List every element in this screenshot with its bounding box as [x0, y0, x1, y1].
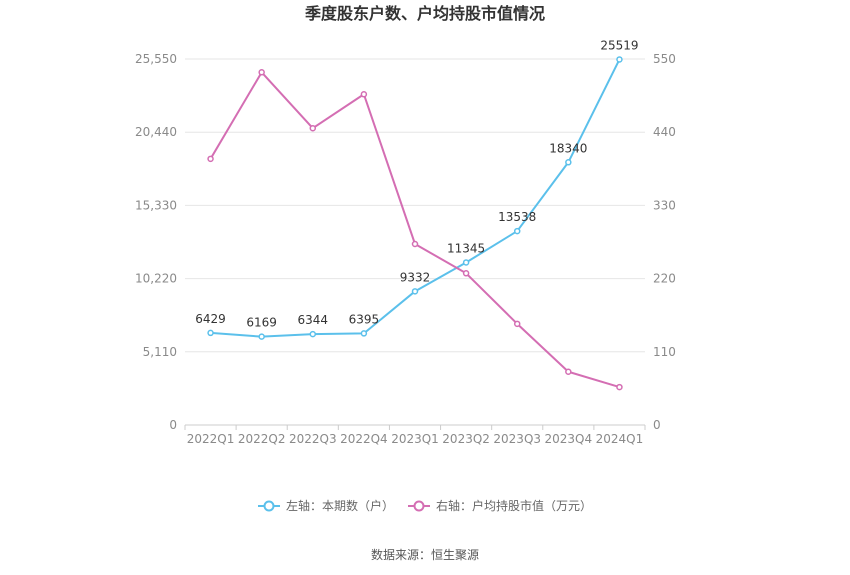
data-point[interactable]: [258, 333, 265, 340]
data-label: 25519: [600, 38, 638, 52]
data-label: 6344: [298, 313, 329, 327]
x-tick-label: 2023Q2: [442, 432, 490, 446]
x-tick-label: 2022Q3: [289, 432, 337, 446]
x-tick-label: 2022Q1: [187, 432, 235, 446]
left-axis: 0 5,110 10,220 15,330 20,440 25,550: [135, 52, 177, 432]
data-point[interactable]: [207, 329, 214, 337]
source-note: 数据来源：恒生聚源: [371, 547, 479, 562]
x-tick-label: 2023Q1: [391, 432, 439, 446]
data-point[interactable]: [258, 69, 265, 76]
x-tick-label: 2023Q4: [545, 432, 593, 446]
data-point[interactable]: [207, 155, 214, 163]
left-tick-label: 20,440: [135, 125, 177, 139]
data-label: 9332: [400, 270, 431, 284]
right-axis: 0 110 220 330 440 550: [653, 52, 676, 432]
data-point[interactable]: [565, 159, 572, 166]
data-point[interactable]: [462, 270, 470, 277]
left-tick-label: 5,110: [143, 345, 177, 359]
x-tick-label: 2022Q2: [238, 432, 286, 446]
data-point[interactable]: [462, 259, 470, 266]
series-line: [210, 58, 621, 338]
right-tick-label: 550: [653, 52, 676, 66]
data-label: 6169: [246, 316, 277, 330]
left-tick-label: 10,220: [135, 272, 177, 286]
data-point[interactable]: [360, 91, 368, 98]
right-tick-label: 0: [653, 418, 661, 432]
right-tick-label: 440: [653, 125, 676, 139]
grid-lines: [185, 58, 645, 426]
x-tick-label: 2023Q3: [493, 432, 541, 446]
data-label: 13538: [498, 210, 536, 224]
data-point[interactable]: [616, 383, 623, 391]
data-point[interactable]: [616, 56, 623, 63]
data-point[interactable]: [411, 240, 419, 248]
data-label: 11345: [447, 241, 485, 255]
data-label: 18340: [549, 141, 587, 155]
right-tick-label: 110: [653, 345, 676, 359]
legend[interactable]: 左轴：本期数（户） 右轴：户均持股市值（万元）: [258, 498, 592, 513]
left-tick-label: 0: [169, 418, 177, 432]
legend-label[interactable]: 左轴：本期数（户）: [286, 498, 394, 513]
data-point[interactable]: [309, 330, 317, 338]
data-point[interactable]: [411, 288, 419, 295]
left-tick-label: 25,550: [135, 52, 177, 66]
left-tick-label: 15,330: [135, 198, 177, 212]
x-tick-label: 2024Q1: [596, 432, 644, 446]
data-point[interactable]: [513, 227, 521, 235]
chart-title: 季度股东户数、户均持股市值情况: [304, 4, 545, 23]
legend-marker[interactable]: [413, 500, 425, 512]
legend-marker[interactable]: [263, 500, 275, 512]
series-group: [207, 56, 623, 391]
right-tick-label: 220: [653, 272, 676, 286]
x-tick-label: 2022Q4: [340, 432, 388, 446]
series-line: [209, 71, 620, 389]
x-axis: 2022Q1 2022Q2 2022Q3 2022Q4 2023Q1 2023Q2 2023…: [184, 425, 646, 446]
data-label: 6429: [195, 312, 226, 326]
data-label: 6395: [349, 312, 380, 326]
data-point[interactable]: [309, 124, 317, 132]
legend-label[interactable]: 右轴：户均持股市值（万元）: [436, 498, 592, 513]
data-point[interactable]: [360, 330, 368, 337]
data-labels: 6429 6169 6344 6395 9332 11345 13538 18340 25519: [195, 38, 638, 329]
right-tick-label: 330: [653, 198, 676, 212]
data-point[interactable]: [513, 320, 521, 328]
data-point[interactable]: [565, 368, 572, 376]
